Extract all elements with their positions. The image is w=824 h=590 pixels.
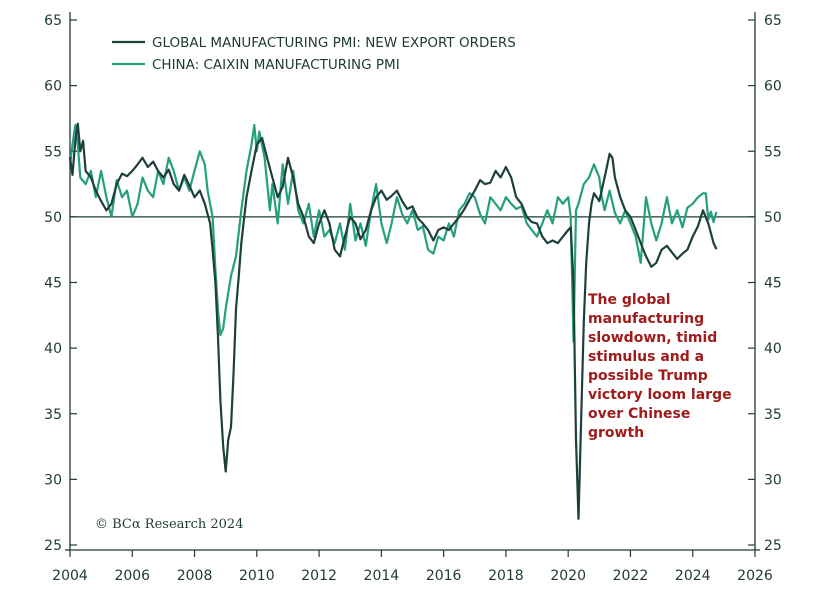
x-tick-label: 2010	[239, 568, 275, 584]
x-tick-label: 2026	[737, 568, 773, 584]
x-tick-label: 2004	[52, 568, 88, 584]
annotation-line: The global	[588, 292, 671, 308]
x-tick-label: 2006	[114, 568, 150, 584]
y-tick-label-right: 25	[764, 538, 782, 554]
y-tick-label-left: 45	[44, 276, 62, 292]
y-tick-label-left: 30	[44, 472, 62, 488]
y-tick-label-left: 55	[44, 144, 62, 160]
annotation-line: possible Trump	[588, 368, 708, 384]
series-layer	[68, 122, 718, 520]
x-tick-label: 2020	[550, 568, 586, 584]
legend-label-china: CHINA: CAIXIN MANUFACTURING PMI	[152, 57, 400, 73]
y-tick-label-right: 55	[764, 144, 782, 160]
x-tick-label: 2012	[301, 568, 337, 584]
y-tick-label-left: 50	[44, 210, 62, 226]
y-tick-label-right: 45	[764, 276, 782, 292]
y-tick-label-right: 35	[764, 407, 782, 423]
x-tick-label: 2018	[488, 568, 524, 584]
annotation: The global manufacturing slowdown, timid…	[588, 292, 732, 441]
y-tick-label-left: 35	[44, 407, 62, 423]
x-tick-label: 2024	[675, 568, 711, 584]
annotation-line: manufacturing	[588, 311, 704, 327]
x-tick-label: 2022	[613, 568, 649, 584]
x-tick-label: 2016	[426, 568, 462, 584]
x-tick-label: 2014	[364, 568, 400, 584]
y-tick-label-right: 40	[764, 341, 782, 357]
y-tick-label-left: 40	[44, 341, 62, 357]
series-line-global-export-orders	[68, 122, 718, 520]
y-tick-label-right: 50	[764, 210, 782, 226]
credit-text: © BCα Research 2024	[95, 517, 243, 532]
y-tick-label-left: 65	[44, 13, 62, 29]
tick-layer: 25 30 35 40 45 50 55 60 65 25 30 35 40 45 50 55 60 65 2004…	[44, 13, 782, 584]
legend-label-global: GLOBAL MANUFACTURING PMI: NEW EXPORT ORD…	[152, 35, 516, 51]
x-tick-label: 2008	[177, 568, 213, 584]
y-tick-label-right: 65	[764, 13, 782, 29]
y-tick-label-right: 30	[764, 472, 782, 488]
annotation-line: victory loom large	[588, 387, 732, 403]
annotation-line: over Chinese	[588, 406, 690, 422]
annotation-line: stimulus and a	[588, 349, 704, 365]
annotation-line: growth	[588, 425, 644, 441]
legend: GLOBAL MANUFACTURING PMI: NEW EXPORT ORD…	[112, 35, 516, 73]
y-tick-label-left: 25	[44, 538, 62, 554]
annotation-line: slowdown, timid	[588, 330, 717, 346]
y-tick-label-left: 60	[44, 79, 62, 95]
y-tick-label-right: 60	[764, 79, 782, 95]
